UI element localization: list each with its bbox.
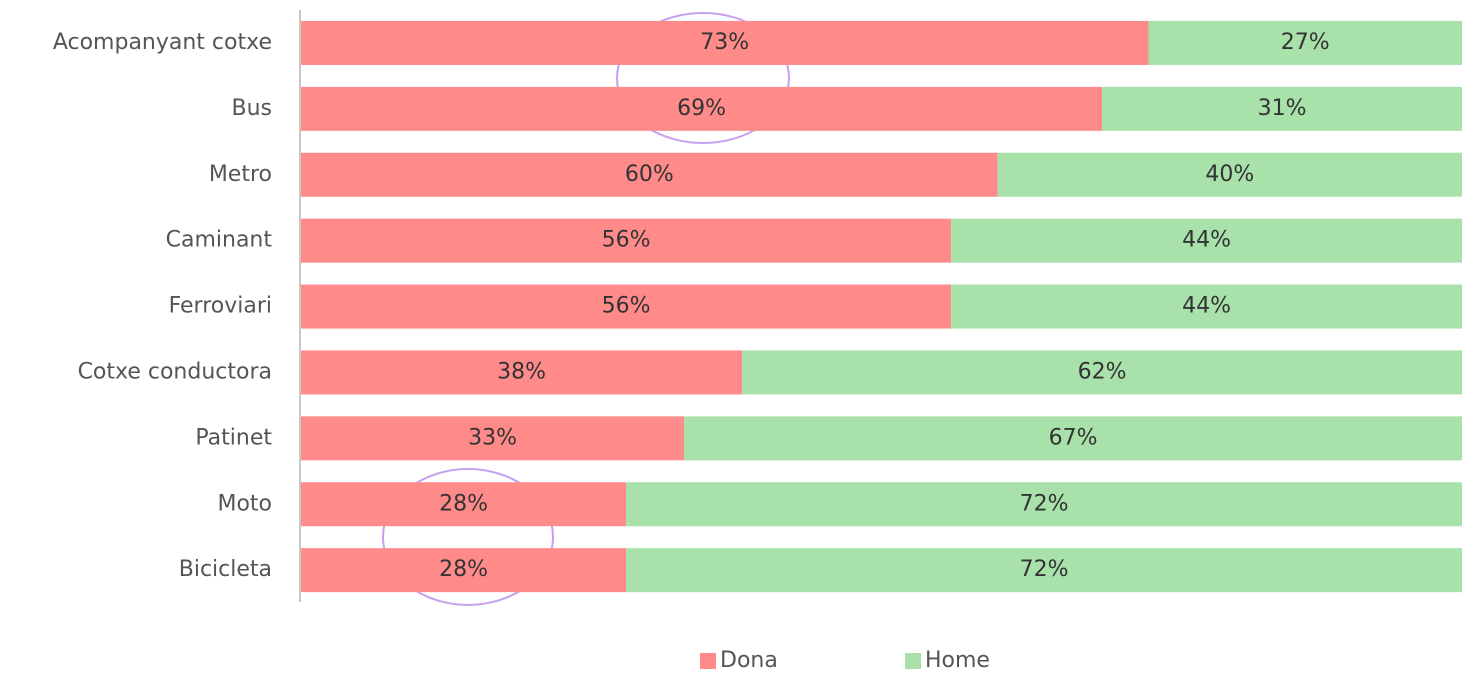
data-label: 69%: [677, 96, 726, 121]
bar-segment: [951, 284, 1462, 329]
data-label: 40%: [1205, 162, 1254, 187]
bar-segment: [301, 218, 952, 263]
legend-swatch: [700, 653, 716, 669]
data-label: 73%: [700, 30, 749, 55]
bar-segment: [301, 482, 627, 527]
data-label: 28%: [439, 491, 488, 516]
data-label: 28%: [439, 557, 488, 582]
data-label: 72%: [1020, 557, 1069, 582]
bar-segment: [301, 350, 743, 395]
legend-swatch: [905, 653, 921, 669]
bar-segment: [626, 482, 1462, 527]
y-tick-label: Moto: [217, 491, 272, 516]
y-tick-label: Acompanyant cotxe: [53, 30, 272, 55]
data-label: 72%: [1020, 491, 1069, 516]
data-label: 44%: [1182, 228, 1231, 253]
y-tick-label: Ferroviari: [169, 294, 272, 319]
y-tick-label: Patinet: [195, 425, 272, 450]
legend-label: Home: [925, 648, 990, 673]
data-label: 62%: [1078, 359, 1127, 384]
data-label: 67%: [1049, 425, 1098, 450]
bar-segment: [301, 20, 1149, 65]
data-label: 60%: [625, 162, 674, 187]
bar-segment: [301, 86, 1103, 131]
bar-segment: [1148, 20, 1462, 65]
bar-segment: [997, 152, 1462, 197]
data-label: 56%: [602, 294, 651, 319]
y-tick-label: Caminant: [166, 228, 273, 253]
data-label: 27%: [1281, 30, 1330, 55]
bar-segment: [301, 284, 952, 329]
bar-segment: [1102, 86, 1462, 131]
y-tick-label: Bus: [232, 96, 273, 121]
bar-segment: [684, 416, 1462, 461]
y-tick-label: Bicicleta: [179, 557, 272, 582]
bar-segment: [301, 416, 685, 461]
data-label: 38%: [497, 359, 546, 384]
bar-segment: [626, 548, 1462, 593]
data-label: 44%: [1182, 294, 1231, 319]
bar-segment: [951, 218, 1462, 263]
data-label: 56%: [602, 228, 651, 253]
bar-segment: [301, 152, 998, 197]
data-label: 33%: [468, 425, 517, 450]
legend-label: Dona: [720, 648, 778, 673]
highlight-ellipse: [616, 12, 790, 144]
highlight-ellipse: [382, 468, 554, 606]
bar-segment: [742, 350, 1462, 395]
data-label: 31%: [1258, 96, 1307, 121]
y-tick-label: Cotxe conductora: [78, 359, 272, 384]
bar-segment: [301, 548, 627, 593]
y-tick-label: Metro: [209, 162, 272, 187]
